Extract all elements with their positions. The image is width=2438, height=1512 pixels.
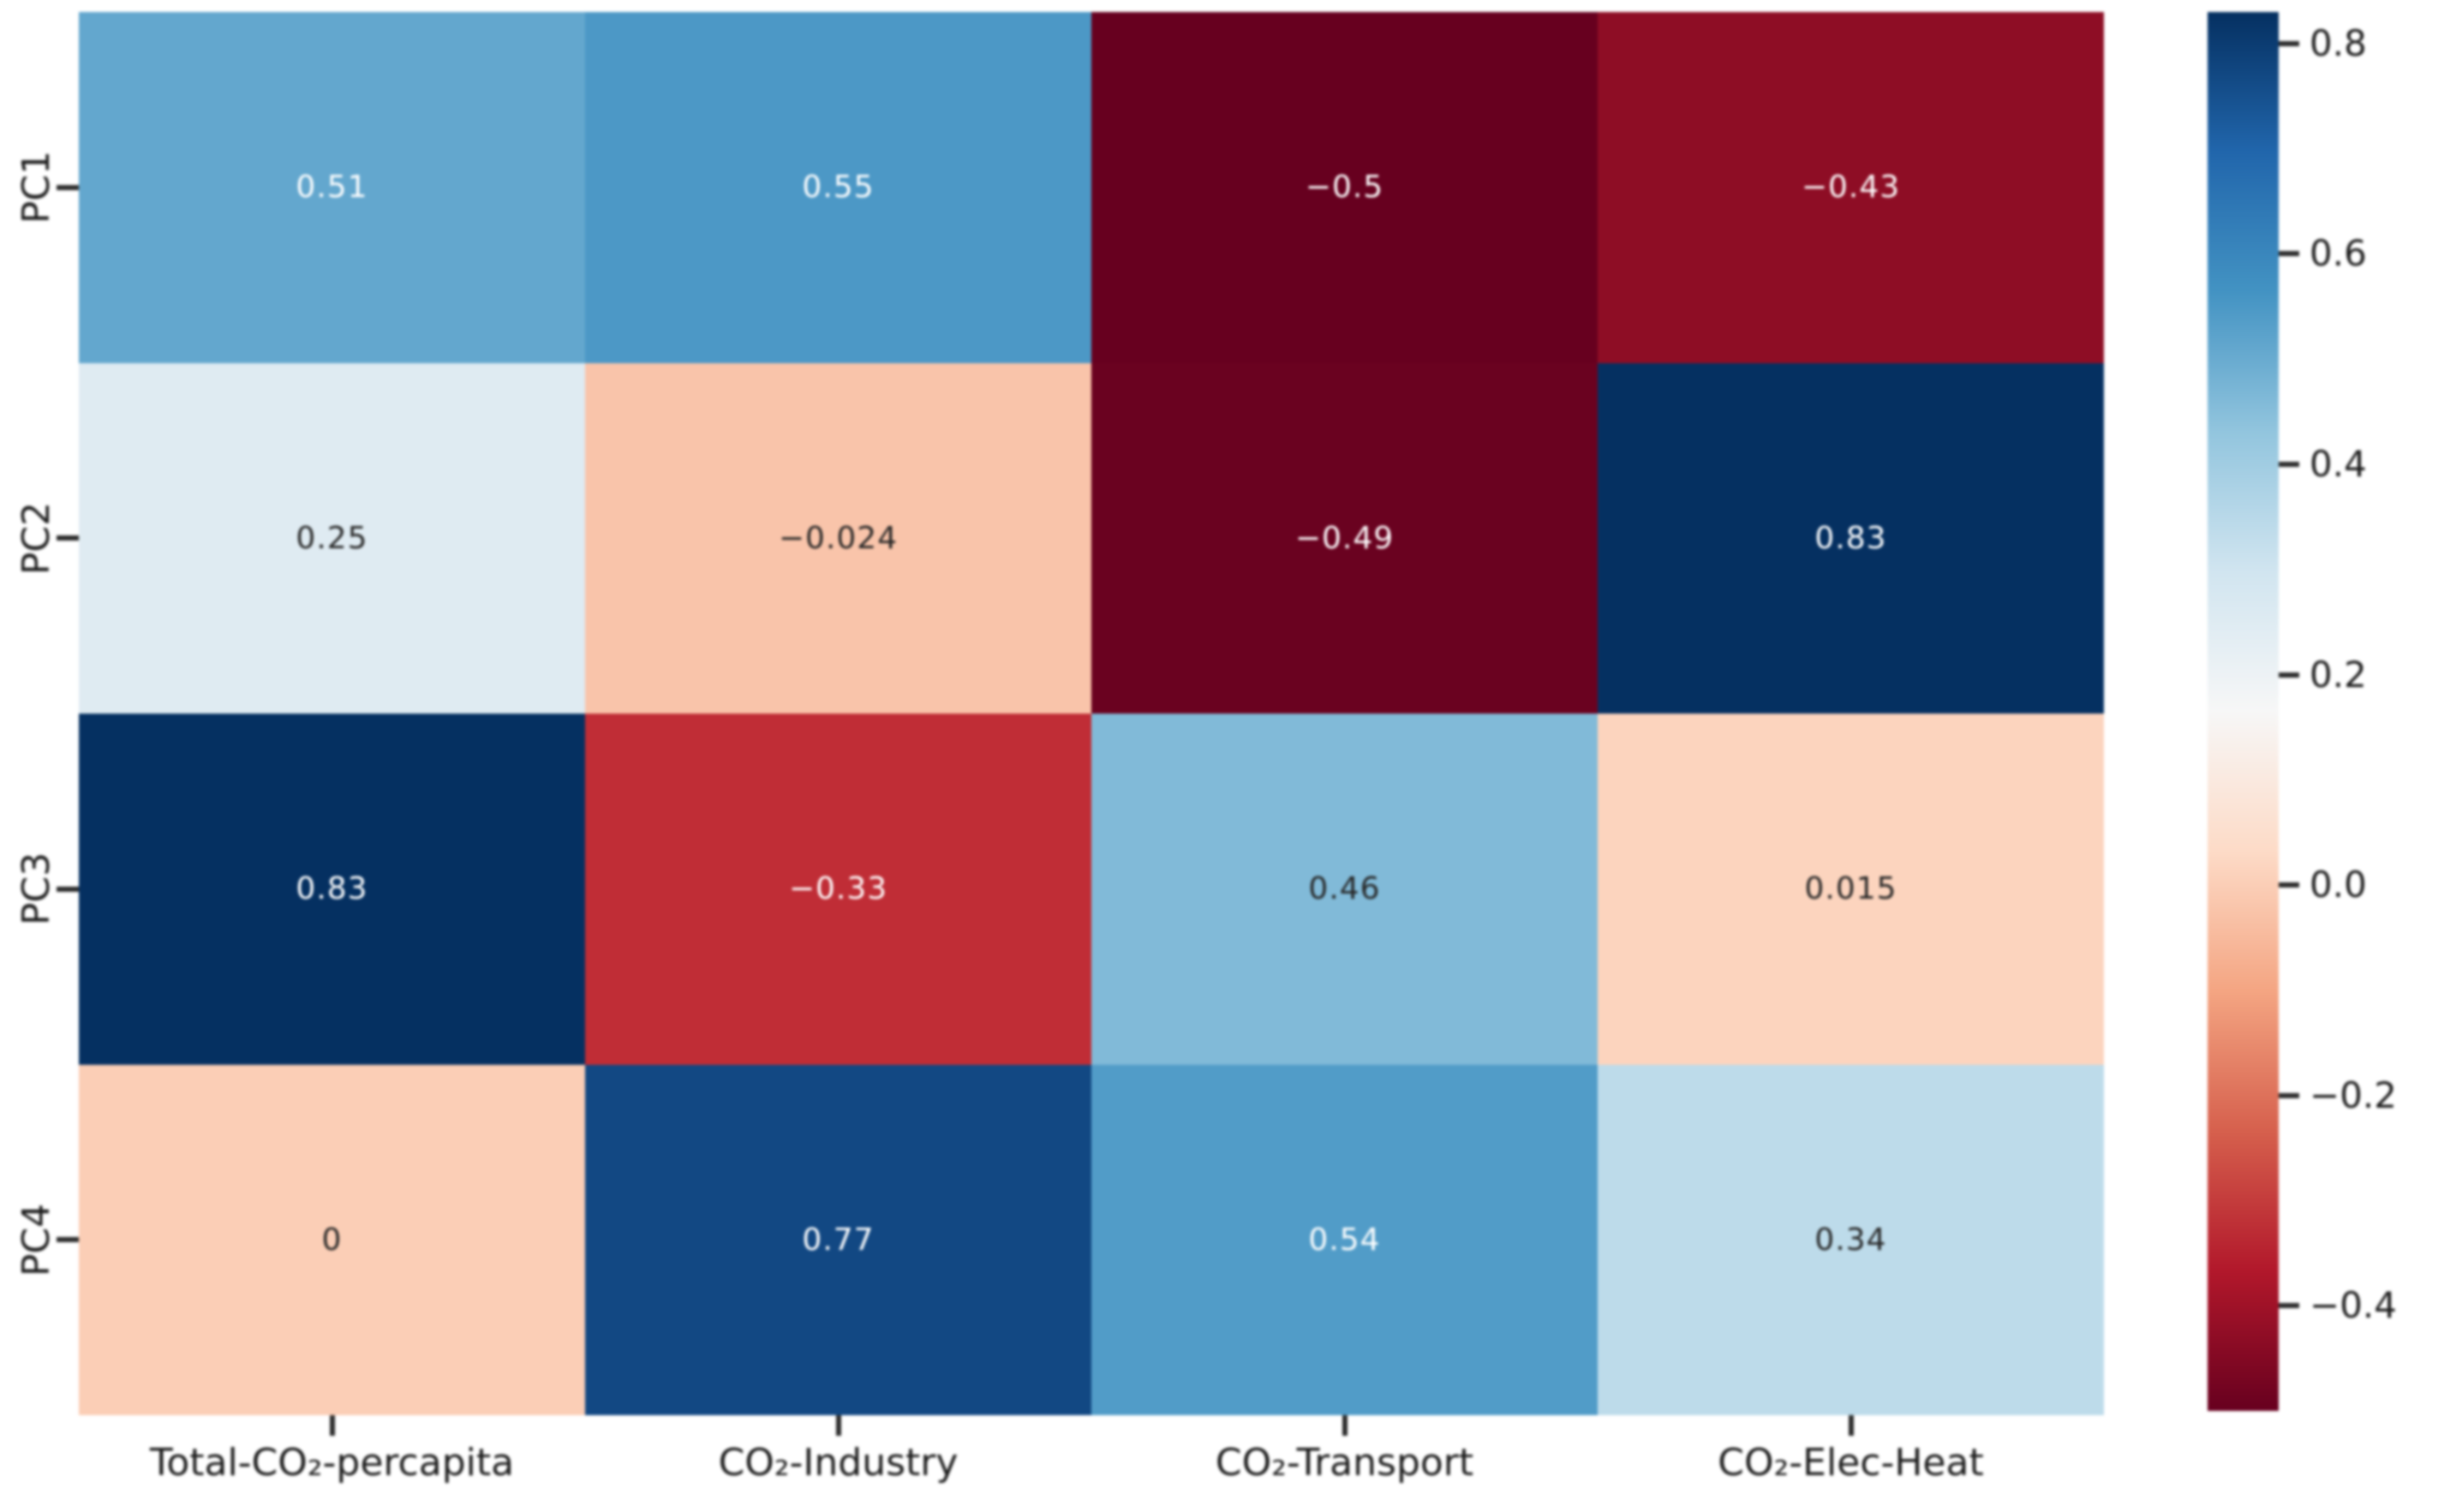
heatmap-cell: −0.49 bbox=[1091, 362, 1598, 714]
colorbar-tick-mark bbox=[2279, 1092, 2299, 1098]
colorbar-tick-mark bbox=[2279, 1303, 2299, 1309]
colorbar-tick-label: 0.0 bbox=[2310, 864, 2367, 906]
y-tick-mark bbox=[57, 1237, 79, 1243]
colorbar-tick-mark bbox=[2279, 40, 2299, 46]
colorbar-tick-label: 0.6 bbox=[2310, 232, 2367, 275]
colorbar-tick-mark bbox=[2279, 882, 2299, 888]
colorbar-tick-mark bbox=[2279, 461, 2299, 467]
colorbar-tick-mark bbox=[2279, 251, 2299, 257]
y-tick-mark bbox=[57, 535, 79, 541]
cell-value: −0.33 bbox=[788, 871, 888, 907]
y-tick-label-text: PC1 bbox=[15, 151, 59, 224]
cell-value: 0.54 bbox=[1308, 1222, 1381, 1258]
x-tick-mark bbox=[835, 1415, 841, 1436]
cell-value: 0.51 bbox=[296, 170, 368, 206]
heatmap-cell: 0.34 bbox=[1598, 1064, 2104, 1415]
colorbar-tick-label: 0.2 bbox=[2310, 653, 2367, 696]
colorbar-tick-label: −0.4 bbox=[2310, 1284, 2397, 1327]
x-tick-mark bbox=[329, 1415, 335, 1436]
x-tick-label: CO₂-Elec-Heat bbox=[1718, 1441, 1984, 1485]
x-tick-mark bbox=[1848, 1415, 1854, 1436]
colorbar-tick-label: −0.2 bbox=[2310, 1073, 2397, 1116]
heatmap-cell: 0.46 bbox=[1091, 714, 1598, 1065]
cell-value: −0.024 bbox=[778, 520, 899, 556]
y-tick-mark bbox=[57, 886, 79, 892]
heatmap-cell: −0.5 bbox=[1091, 12, 1598, 363]
cell-value: 0.46 bbox=[1308, 871, 1381, 907]
cell-value: 0.25 bbox=[296, 520, 368, 556]
y-tick-label-text: PC2 bbox=[15, 501, 59, 575]
cell-value: −0.49 bbox=[1294, 520, 1395, 556]
heatmap-cell: 0.77 bbox=[585, 1064, 1091, 1415]
heatmap-cell: −0.024 bbox=[585, 362, 1091, 714]
heatmap-cell: 0 bbox=[79, 1064, 585, 1415]
x-tick-label: CO₂-Transport bbox=[1215, 1441, 1474, 1485]
heatmap-cell: −0.33 bbox=[585, 714, 1091, 1065]
heatmap-cell: 0.25 bbox=[79, 362, 585, 714]
cell-value: 0 bbox=[321, 1222, 343, 1258]
y-tick-label-text: PC3 bbox=[15, 852, 59, 926]
heatmap-cell: 0.83 bbox=[79, 714, 585, 1065]
cell-value: 0.83 bbox=[1814, 520, 1887, 556]
colorbar-tick-mark bbox=[2279, 672, 2299, 678]
cell-value: 0.015 bbox=[1804, 871, 1897, 907]
colorbar-tick-label: 0.8 bbox=[2310, 21, 2367, 64]
heatmap-cell: −0.43 bbox=[1598, 12, 2104, 363]
y-tick-mark bbox=[57, 184, 79, 190]
cell-value: 0.55 bbox=[802, 170, 875, 206]
cell-value: −0.5 bbox=[1305, 170, 1384, 206]
x-tick-label: Total-CO₂-percapita bbox=[149, 1441, 515, 1485]
heatmap-grid: 0.51 0.55 −0.5 −0.43 0.25 −0.024 −0.49 0.83 0.83… bbox=[79, 12, 2104, 1415]
cell-value: 0.34 bbox=[1814, 1222, 1887, 1258]
heatmap-cell: 0.015 bbox=[1598, 714, 2104, 1065]
y-axis-labels: PC1 PC2 PC3 PC4 bbox=[0, 12, 59, 1415]
cell-value: 0.83 bbox=[296, 871, 368, 907]
x-tick-mark bbox=[1341, 1415, 1347, 1436]
heatmap-cell: 0.51 bbox=[79, 12, 585, 363]
cell-value: −0.43 bbox=[1801, 170, 1901, 206]
heatmap-cell: 0.83 bbox=[1598, 362, 2104, 714]
heatmap-cell: 0.54 bbox=[1091, 1064, 1598, 1415]
y-tick-label-text: PC4 bbox=[15, 1203, 59, 1276]
x-axis-labels: Total-CO₂-percapita CO₂-Industry CO₂-Trans… bbox=[79, 1441, 2104, 1512]
colorbar-tick-label: 0.4 bbox=[2310, 442, 2367, 485]
x-tick-label: CO₂-Industry bbox=[718, 1441, 959, 1485]
colorbar-gradient bbox=[2208, 12, 2279, 1411]
heatmap-cell: 0.55 bbox=[585, 12, 1091, 363]
cell-value: 0.77 bbox=[802, 1222, 875, 1258]
